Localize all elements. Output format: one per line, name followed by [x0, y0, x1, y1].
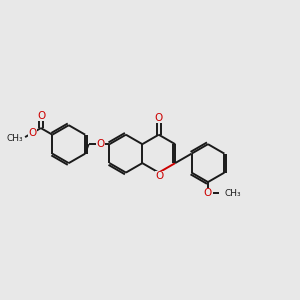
Text: O: O	[155, 171, 164, 181]
Text: CH₃: CH₃	[225, 189, 242, 198]
Text: O: O	[154, 112, 163, 123]
Text: CH₃: CH₃	[6, 134, 23, 142]
Text: O: O	[28, 128, 37, 138]
Text: O: O	[96, 139, 105, 149]
Text: O: O	[38, 111, 46, 121]
Text: O: O	[204, 188, 212, 198]
